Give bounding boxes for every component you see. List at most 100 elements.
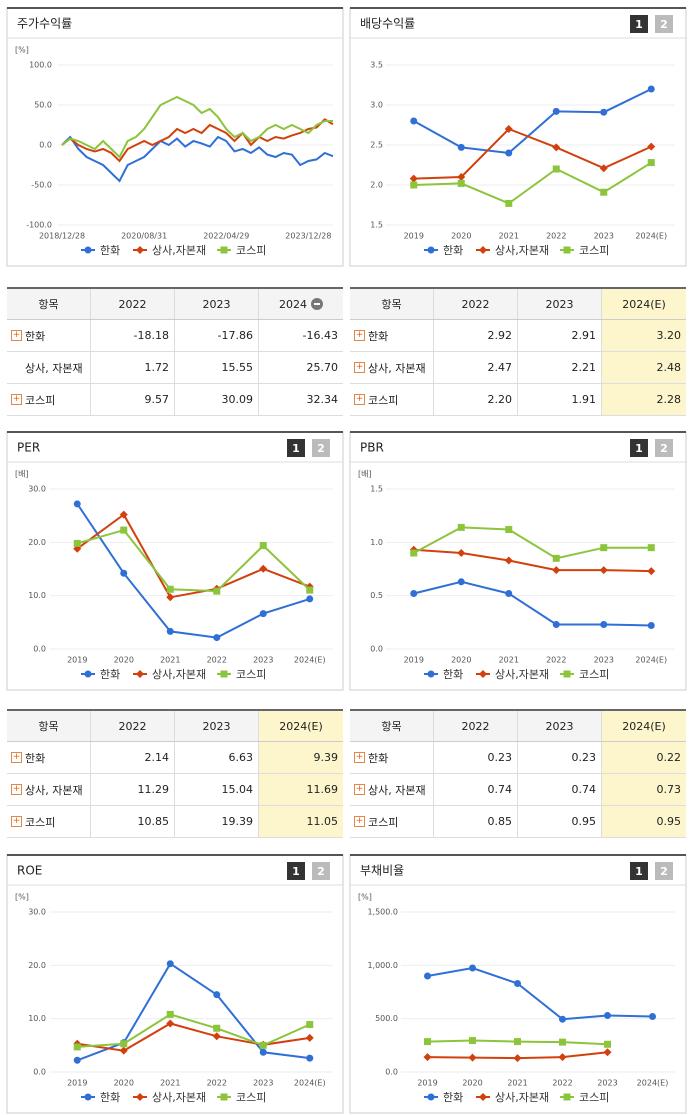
- cell-text: 11.69: [306, 783, 339, 796]
- x-tick-label: 2022: [207, 1079, 227, 1088]
- y-tick-label: 30.0: [28, 485, 46, 494]
- tab[interactable]: [312, 439, 330, 457]
- cell-text: 0.23: [487, 751, 513, 764]
- data-point: [73, 539, 81, 547]
- expand-icon[interactable]: +: [354, 362, 365, 373]
- data-point: [457, 523, 465, 531]
- tab-label[interactable]: 2: [660, 18, 668, 31]
- x-tick-label: 2021: [507, 1079, 527, 1088]
- legend-marker: [563, 246, 571, 254]
- legend-label: 코스피: [579, 668, 609, 681]
- legend-label: 상사,자본재: [495, 1091, 549, 1104]
- panel: [6, 7, 344, 267]
- table-header: 항목 2022 2023 2024: [7, 289, 343, 320]
- tab-label[interactable]: 2: [660, 442, 668, 455]
- tab-label[interactable]: 1: [635, 865, 643, 878]
- x-tick-label: 2022/04/29: [203, 232, 249, 241]
- data-point: [119, 1046, 128, 1055]
- table-row: + 코스피 0.85 0.95 0.95: [350, 806, 686, 838]
- x-tick-label: 2023: [253, 1079, 273, 1088]
- legend-marker: [427, 670, 435, 678]
- expand-icon[interactable]: +: [354, 330, 365, 341]
- cell-text: 9.57: [144, 393, 170, 406]
- expand-icon[interactable]: +: [354, 752, 365, 763]
- tab-label[interactable]: 1: [635, 18, 643, 31]
- data-point: [552, 620, 560, 628]
- series-line: [413, 161, 652, 205]
- data-point: [600, 108, 608, 116]
- data-table: 항목 2022 2023 2024(E) + 한화 2.14 6.63 9.39 + 상사, 자본재…: [7, 709, 343, 838]
- tab[interactable]: [655, 439, 673, 457]
- tab-label[interactable]: 1: [292, 442, 300, 455]
- table-cell: 2.48: [601, 352, 686, 383]
- data-point: [558, 1053, 567, 1062]
- series-line: [61, 95, 333, 159]
- table-cell: 상사, 자본재: [7, 352, 90, 383]
- table-cell: 0.74: [517, 774, 601, 805]
- tab[interactable]: [630, 862, 648, 880]
- table-header: 항목 2022 2023 2024(E): [350, 711, 686, 742]
- x-tick-label: 2022: [546, 656, 566, 665]
- data-point: [120, 1040, 128, 1048]
- expand-icon[interactable]: +: [354, 816, 365, 827]
- legend-marker: [479, 1093, 487, 1101]
- data-point: [647, 85, 655, 93]
- x-tick-label: 2024(E): [635, 232, 667, 241]
- legend-marker: [563, 670, 571, 678]
- y-tick-label: 0.0: [33, 645, 46, 654]
- tab[interactable]: [312, 862, 330, 880]
- expand-icon[interactable]: +: [354, 394, 365, 405]
- header-cell: 2024(E): [601, 289, 686, 319]
- y-tick-label: -100.0: [26, 221, 52, 230]
- legend-marker: [479, 246, 487, 254]
- header-cell: 2024(E): [258, 711, 343, 741]
- x-tick-label: 2024(E): [294, 656, 326, 665]
- expand-icon[interactable]: +: [11, 330, 22, 341]
- collapse-icon[interactable]: [311, 298, 323, 310]
- legend-marker: [220, 1093, 228, 1101]
- table-row: + 코스피 2.20 1.91 2.28: [350, 384, 686, 416]
- y-tick-label: 1.5: [370, 221, 383, 230]
- legend-marker: [427, 246, 435, 254]
- y-tick-label: 1,000.0: [367, 961, 398, 970]
- data-point: [424, 1038, 431, 1046]
- data-point: [166, 1010, 174, 1018]
- data-point: [604, 1040, 611, 1048]
- table-row: + 한화 0.23 0.23 0.22: [350, 742, 686, 774]
- tab-label[interactable]: 2: [317, 442, 325, 455]
- expand-icon[interactable]: +: [11, 784, 22, 795]
- tab[interactable]: [630, 15, 648, 33]
- x-tick-label: 2020: [451, 232, 471, 241]
- tab-label[interactable]: 1: [635, 442, 643, 455]
- tab[interactable]: [287, 862, 305, 880]
- tab[interactable]: [630, 439, 648, 457]
- table-cell: 2.21: [517, 352, 601, 383]
- expand-icon[interactable]: +: [11, 816, 22, 827]
- tab-label[interactable]: 1: [292, 865, 300, 878]
- table-cell: + 코스피: [350, 806, 433, 837]
- data-point: [599, 566, 608, 575]
- data-point: [410, 549, 418, 557]
- legend-marker: [84, 1093, 92, 1101]
- cell-text: 0.85: [487, 815, 513, 828]
- table-row: + 코스피 10.85 19.39 11.05: [7, 806, 343, 838]
- expand-icon[interactable]: +: [11, 752, 22, 763]
- table-cell: 2.28: [601, 384, 686, 415]
- table-header: 항목 2022 2023 2024(E): [7, 711, 343, 742]
- tab[interactable]: [655, 862, 673, 880]
- tab[interactable]: [287, 439, 305, 457]
- tab[interactable]: [655, 15, 673, 33]
- expand-icon[interactable]: +: [11, 394, 22, 405]
- data-point: [213, 991, 221, 999]
- y-tick-label: 30.0: [28, 908, 46, 917]
- tab-label[interactable]: 2: [660, 865, 668, 878]
- data-point: [599, 164, 608, 173]
- y-tick-label: 50.0: [34, 101, 52, 110]
- table-cell: 9.39: [258, 742, 343, 773]
- header-text: 2023: [545, 297, 574, 311]
- expand-icon[interactable]: +: [354, 784, 365, 795]
- series-line: [76, 962, 310, 1062]
- tab-label[interactable]: 2: [317, 865, 325, 878]
- table-cell: 9.57: [90, 384, 174, 415]
